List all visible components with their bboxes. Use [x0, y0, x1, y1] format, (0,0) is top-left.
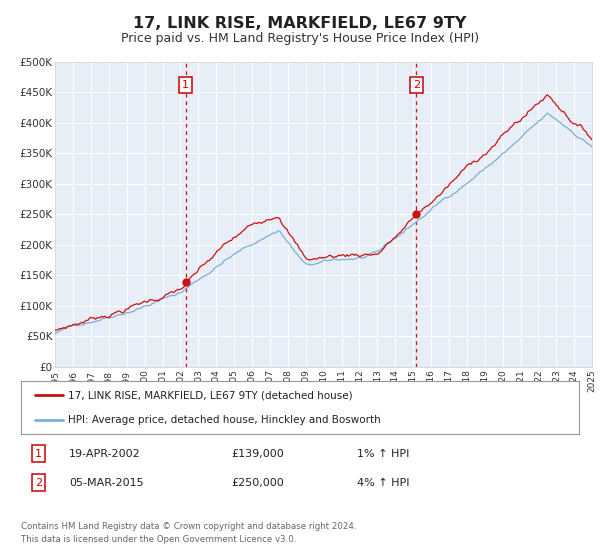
Text: £250,000: £250,000	[231, 478, 284, 488]
Text: 19-APR-2002: 19-APR-2002	[69, 449, 141, 459]
Text: 2: 2	[35, 478, 42, 488]
Text: £139,000: £139,000	[231, 449, 284, 459]
Text: HPI: Average price, detached house, Hinckley and Bosworth: HPI: Average price, detached house, Hinc…	[68, 414, 381, 424]
Text: 17, LINK RISE, MARKFIELD, LE67 9TY: 17, LINK RISE, MARKFIELD, LE67 9TY	[133, 16, 467, 31]
Text: Price paid vs. HM Land Registry's House Price Index (HPI): Price paid vs. HM Land Registry's House …	[121, 32, 479, 45]
Text: 4% ↑ HPI: 4% ↑ HPI	[357, 478, 409, 488]
Text: 2: 2	[413, 80, 420, 90]
Text: 05-MAR-2015: 05-MAR-2015	[69, 478, 143, 488]
Text: 1: 1	[182, 80, 189, 90]
Text: 1: 1	[35, 449, 42, 459]
Text: 17, LINK RISE, MARKFIELD, LE67 9TY (detached house): 17, LINK RISE, MARKFIELD, LE67 9TY (deta…	[68, 390, 353, 400]
Text: Contains HM Land Registry data © Crown copyright and database right 2024.: Contains HM Land Registry data © Crown c…	[21, 522, 356, 531]
Text: This data is licensed under the Open Government Licence v3.0.: This data is licensed under the Open Gov…	[21, 535, 296, 544]
Text: 1% ↑ HPI: 1% ↑ HPI	[357, 449, 409, 459]
